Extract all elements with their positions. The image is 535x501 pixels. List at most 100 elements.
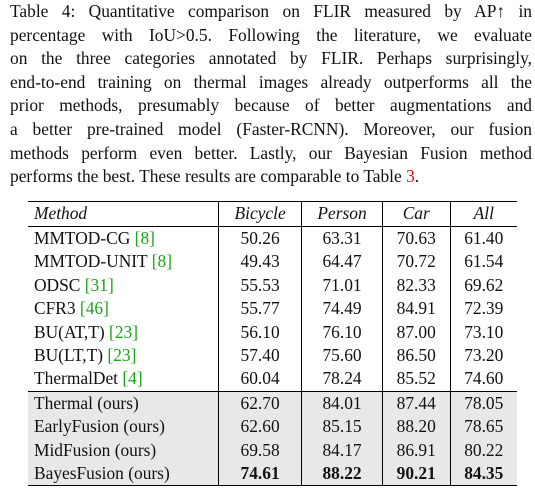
method-cell: CFR3 [46] [28,297,219,320]
value-cell: 88.20 [381,415,451,439]
value-cell: 87.44 [381,390,451,416]
method-name: BU(LT,T) [34,345,108,366]
value-cell: 62.70 [217,390,302,416]
caption-line: prior methods, presumably because of bet… [10,95,532,116]
value-cell: 64.47 [301,250,383,274]
method-cell: MMTOD-UNIT [8] [28,250,219,273]
value-cell: 78.65 [449,415,517,439]
value-cell: 84.17 [301,438,383,463]
value-cell: 50.26 [217,226,302,251]
value-cell: 84.01 [301,390,383,416]
caption-line: a better pre-trained model (Faster-RCNN)… [10,118,532,139]
method-cell: MMTOD-CG [8] [28,227,219,251]
value-cell: 76.10 [301,320,383,345]
citation-number: 8 [140,228,150,248]
caption-line: percentage with IoU>0.5. Following the l… [10,24,532,45]
citation-link[interactable]: [23] [107,345,137,366]
table-row-ours: BayesFusion (ours) 74.61 88.22 90.21 84.35 [28,462,517,487]
value-cell: 86.91 [381,438,451,463]
header-bicycle: Bicycle [217,201,302,227]
header-person: Person [301,201,383,227]
caption-line: Table 4: Quantitative comparison on FLIR… [10,1,532,21]
table-body: MMTOD-CG [8] 50.26 63.31 70.63 61.40 MMTOD-UN… [28,226,517,487]
value-cell: 87.00 [381,320,451,345]
method-cell: BU(AT,T) [23] [28,321,219,344]
value-cell: 70.72 [381,250,451,274]
value-cell: 84.35 [449,462,517,487]
citation-link[interactable]: [46] [79,298,109,319]
method-name: ThermalDet [34,368,123,389]
citation-number: 23 [114,321,133,342]
value-cell: 74.49 [301,297,383,321]
value-cell: 70.63 [381,226,451,251]
caption-text: performs the best. These results are com… [10,166,407,187]
value-cell: 74.61 [217,462,302,487]
table-row: ODSC [31] 55.53 71.01 82.33 69.62 [28,273,517,298]
method-name: MMTOD-UNIT [34,251,152,272]
value-cell: 61.40 [449,226,517,251]
header-all: All [449,201,517,227]
citation-number: 8 [157,251,167,272]
citation-number: 4 [128,368,137,389]
table-row-ours: MidFusion (ours) 69.58 84.17 86.91 80.22 [28,438,517,463]
value-cell: 80.22 [449,438,517,463]
value-cell: 78.05 [449,390,517,416]
citation-link[interactable]: [8] [134,228,155,248]
method-cell: MidFusion (ours) [28,438,219,463]
value-cell: 85.52 [381,367,451,392]
caption-line: methods perform even better. Lastly, our… [10,142,532,163]
results-table: Method Bicycle Person Car All MMTOD-CG [… [28,201,517,487]
value-cell: 90.21 [381,462,451,487]
citation-link[interactable]: [31] [84,274,114,295]
method-name: ODSC [34,274,85,295]
value-cell: 61.54 [449,250,517,274]
value-cell: 62.60 [217,415,302,439]
caption-line: end-to-end training on thermal images al… [10,71,532,92]
citation-link[interactable]: [4] [122,368,143,389]
caption-line-last: performs the best. These results are com… [10,165,532,189]
method-cell: Thermal (ours) [28,390,219,416]
caption-line: on the three categories annotated by FLI… [10,48,532,69]
method-cell: ThermalDet [4] [28,367,219,391]
value-cell: 71.01 [301,273,383,298]
value-cell: 86.50 [381,344,451,368]
value-cell: 60.04 [217,367,302,392]
value-cell: 74.60 [449,367,517,392]
value-cell: 73.20 [449,344,517,368]
table-row: ThermalDet [4] 60.04 78.24 85.52 74.60 [28,367,517,392]
citation-number: 23 [113,345,131,366]
value-cell: 82.33 [381,273,451,298]
table-row: BU(AT,T) [23] 56.10 76.10 87.00 73.10 [28,320,517,345]
table-row: MMTOD-UNIT [8] 49.43 64.47 70.72 61.54 [28,250,517,274]
citation-link[interactable]: [8] [151,251,173,272]
table-row-ours: EarlyFusion (ours) 62.60 85.15 88.20 78.65 [28,415,517,439]
table-row: BU(LT,T) [23] 57.40 75.60 86.50 73.20 [28,344,517,368]
table-header-row: Method Bicycle Person Car All [28,201,517,227]
table-caption: Table 4: Quantitative comparison on FLIR… [10,0,532,189]
value-cell: 75.60 [301,344,383,368]
method-cell: ODSC [31] [28,274,219,297]
value-cell: 73.10 [449,320,517,345]
method-name: MMTOD-CG [34,228,135,248]
citation-number: 31 [90,274,108,295]
table-reference-link[interactable]: 3 [406,166,415,187]
value-cell: 49.43 [217,250,302,274]
method-cell: BayesFusion (ours) [28,462,219,487]
value-cell: 72.39 [449,297,517,321]
table-row: MMTOD-CG [8] 50.26 63.31 70.63 61.40 [28,226,517,251]
value-cell: 63.31 [301,226,383,251]
method-name: CFR3 [34,298,80,319]
citation-link[interactable]: [23] [109,321,139,342]
value-cell: 78.24 [301,367,383,392]
table-row: CFR3 [46] 55.77 74.49 84.91 72.39 [28,297,517,321]
citation-number: 46 [85,298,104,319]
value-cell: 69.62 [449,273,517,298]
header-method: Method [28,201,219,227]
value-cell: 56.10 [217,320,302,345]
method-cell: BU(LT,T) [23] [28,344,219,367]
value-cell: 88.22 [301,462,383,487]
value-cell: 57.40 [217,344,302,368]
value-cell: 55.53 [217,273,302,298]
value-cell: 55.77 [217,297,302,321]
value-cell: 69.58 [217,438,302,463]
